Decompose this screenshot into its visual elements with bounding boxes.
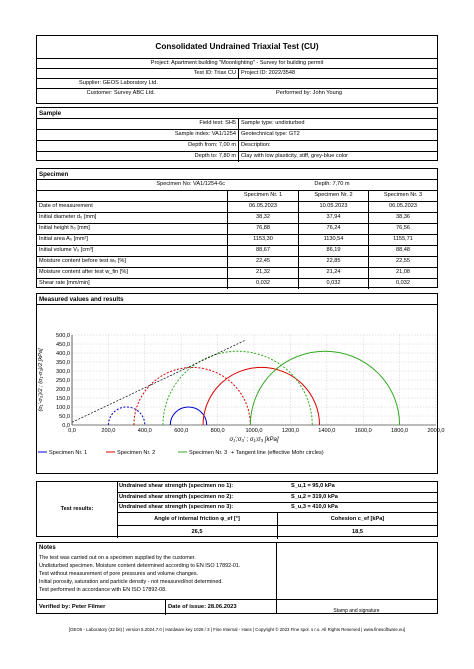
notes-block: Notes The test was carried out on a spec… <box>36 542 438 615</box>
measured-section-title: Measured values and results <box>39 295 124 303</box>
specimen-section-title: Specimen <box>39 170 69 178</box>
geotechnical-type: Geotechnical type: GT2 <box>238 130 437 140</box>
specimen-table-row: Initial diameter d₀ [mm] 38,32 37,94 38,36 <box>37 212 437 223</box>
sample-type: Sample type: undisturbed <box>238 119 437 129</box>
depth-to: Depth to: 7,80 m <box>194 153 236 160</box>
note-line: Test without measurement of pore pressur… <box>39 571 199 577</box>
cohesion-value: 18,5 <box>277 526 437 539</box>
header-block: Consolidated Undrained Triaxial Test (CU… <box>36 35 438 104</box>
column-header: Specimen Nr. 3 <box>368 191 437 201</box>
note-line: The test was carried out on a specimen s… <box>39 555 196 561</box>
specimen-table-row: Initial volume V₀ [cm³] 88,67 86,19 88,48 <box>37 245 437 256</box>
specimen-cell: 38,36 <box>368 213 437 223</box>
note-line: Test performed in accordance with EN ISO… <box>39 587 167 593</box>
specimen-cell: 1130,54 <box>298 235 368 245</box>
note-line: Initial porosity, saturation and particl… <box>39 579 223 585</box>
friction-angle-label: Angle of internal friction φ_ef [°] <box>154 515 240 522</box>
customer: Customer: Survey ABC Ltd. <box>86 90 155 97</box>
project-line: Project: Apartment building "Moonlightin… <box>150 59 324 66</box>
specimen-row-label: Initial volume V₀ [cm³] <box>39 247 94 254</box>
specimen-row-label: Initial diameter d₀ [mm] <box>39 214 97 221</box>
specimen-row-label: Initial area A₀ [mm²] <box>39 236 88 243</box>
column-header: Specimen Nr. 1 <box>227 191 298 201</box>
specimen-table-row: Moisture content before test w₀ [%] 22,45… <box>37 256 437 267</box>
specimen-table-row: Shear rate [mm/min] 0,032 0,032 0,032 <box>37 278 437 289</box>
specimen-cell: 22,85 <box>298 257 368 267</box>
specimen-number: Specimen No: VA1/1254-6c <box>156 181 225 188</box>
specimen-row-label: Moisture content after test w_fin [%] <box>39 269 128 276</box>
test-id: Test ID: Triax CU <box>193 69 236 76</box>
description-label: Description: <box>238 141 437 151</box>
specimen-cell: 21,32 <box>227 268 298 278</box>
stamp-and-signature: Stamp and signature <box>333 608 380 614</box>
shear-strength-label: Undrained shear strength (specimen no 3)… <box>119 504 234 511</box>
specimen-table-row: Date of measurement 06.05.2023 10.05.2023 0… <box>37 201 437 212</box>
specimen-cell: 1155,71 <box>368 235 437 245</box>
specimen-cell: 88,67 <box>227 246 298 256</box>
specimen-table-row: Initial height h₀ [mm] 76,88 76,24 76,56 <box>37 223 437 234</box>
specimen-cell: 0,032 <box>368 279 437 289</box>
sample-block: Sample Field test: SH5 Sample type: undi… <box>36 107 438 162</box>
cohesion-label: Cohesion c_ef [kPa] <box>277 513 437 526</box>
note-line: Undisturbed specimen. Moisture content d… <box>39 563 241 569</box>
shear-strength-value: S_u,2 = 319,0 kPa <box>291 494 338 501</box>
specimen-depth: Depth: 7,70 m <box>314 181 350 188</box>
specimen-cell: 06.05.2023 <box>368 202 437 212</box>
specimen-cell: 76,56 <box>368 224 437 234</box>
software-footer: [GEO5 - Laboratory (32 bit) | version 5.… <box>68 627 406 632</box>
specimen-cell: 76,88 <box>227 224 298 234</box>
performed-by: Performed by: John Young <box>276 90 342 97</box>
specimen-table-row: Moisture content after test w_fin [%] 21,… <box>37 267 437 278</box>
specimen-cell: 06.05.2023 <box>227 202 298 212</box>
specimen-block: Specimen Specimen No: VA1/1254-6c Depth:… <box>36 168 438 289</box>
specimen-cell: 21,24 <box>298 268 368 278</box>
field-test: Field test: SH5 <box>199 120 236 127</box>
specimen-cell: 76,24 <box>298 224 368 234</box>
specimen-cell: 37,94 <box>298 213 368 223</box>
specimen-cell: 10.05.2023 <box>298 202 368 212</box>
notes-title: Notes <box>39 545 56 551</box>
chart-block: Measured values and results <box>36 293 438 474</box>
column-header: Specimen Nr. 2 <box>298 191 368 201</box>
specimen-cell: 38,32 <box>227 213 298 223</box>
shear-strength-label: Undrained shear strength (specimen no 1)… <box>119 483 234 490</box>
specimen-row-label: Date of measurement <box>39 203 93 210</box>
friction-angle-value: 26,5 <box>191 528 203 535</box>
sample-description: Clay with low plasticity, stiff, grey-bl… <box>238 152 437 162</box>
shear-strength-value: S_u,3 = 410,0 kPa <box>291 504 338 511</box>
sample-section-title: Sample <box>39 109 62 117</box>
verified-by: Verified by: Peter Filmer <box>39 603 106 610</box>
specimen-cell: 88,48 <box>368 246 437 256</box>
report-title: Consolidated Undrained Triaxial Test (CU… <box>155 41 319 51</box>
test-results-label: Test results: <box>60 506 94 513</box>
date-of-issue: Date of issue: 28.06.2023 <box>165 600 276 615</box>
project-id: Project ID: 2022/3548 <box>238 69 437 78</box>
specimen-cell: 0,032 <box>298 279 368 289</box>
specimen-cell: 22,55 <box>368 257 437 267</box>
sample-index: Sample index: VA1/1254 <box>174 131 236 138</box>
specimen-cell: 86,19 <box>298 246 368 256</box>
specimen-cell: 22,45 <box>227 257 298 267</box>
specimen-table-row: Initial area A₀ [mm²] 1153,30 1130,54 1155,… <box>37 234 437 245</box>
specimen-row-label: Shear rate [mm/min] <box>39 280 90 287</box>
specimen-row-label: Initial height h₀ [mm] <box>39 225 90 232</box>
specimen-cell: 21,08 <box>368 268 437 278</box>
specimen-row-label: Moisture content before test w₀ [%] <box>39 258 126 265</box>
shear-strength-label: Undrained shear strength (specimen no 2)… <box>119 494 234 501</box>
depth-from: Depth from: 7,00 m <box>188 142 236 149</box>
shear-strength-value: S_u,1 = 95,0 kPa <box>291 483 335 490</box>
specimen-cell: 1153,30 <box>227 235 298 245</box>
specimen-cell: 0,032 <box>227 279 298 289</box>
supplier: Supplier: GEOS Laboratory Ltd. <box>79 79 158 86</box>
results-block: Test results: Undrained shear strength (… <box>36 481 438 539</box>
